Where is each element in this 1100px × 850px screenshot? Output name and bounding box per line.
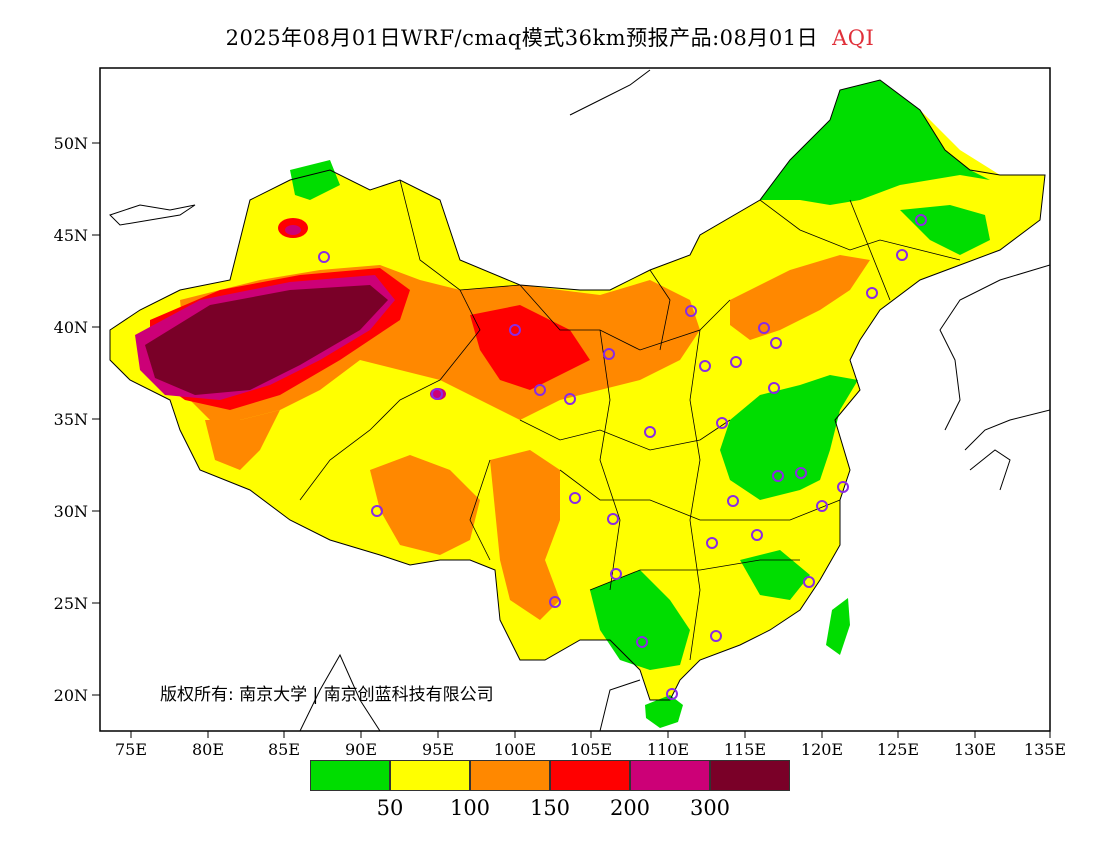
station-marker xyxy=(318,251,330,263)
station-marker xyxy=(685,305,697,317)
station-marker xyxy=(666,688,678,700)
lat-tick-marks xyxy=(92,142,100,696)
station-marker xyxy=(644,426,656,438)
station-marker xyxy=(636,636,648,648)
region-aqi-0-50-southeast xyxy=(740,550,810,600)
region-aqi-300-plus xyxy=(145,285,388,395)
lon-tick-label: 80E xyxy=(192,740,224,759)
region-aqi-200-300-north-core xyxy=(285,225,301,235)
station-marker xyxy=(915,214,927,226)
taiwan-island xyxy=(826,598,850,655)
station-markers xyxy=(318,214,927,700)
station-marker xyxy=(770,337,782,349)
hainan-island xyxy=(645,695,683,728)
lon-tick-label: 130E xyxy=(954,740,996,759)
station-marker xyxy=(603,348,615,360)
legend-swatch xyxy=(470,760,550,791)
station-marker xyxy=(607,513,619,525)
legend-label: 100 xyxy=(449,796,491,820)
region-aqi-100-150-sichuan xyxy=(490,450,560,620)
station-marker xyxy=(706,537,718,549)
station-marker xyxy=(795,467,807,479)
lat-tick-label: 20N xyxy=(54,686,88,705)
region-aqi-100-150-northchina xyxy=(730,255,870,340)
lat-tick-label: 30N xyxy=(54,502,88,521)
legend-swatch xyxy=(390,760,470,791)
legend-label: 50 xyxy=(376,796,404,820)
lat-tick-label: 45N xyxy=(54,226,88,245)
lon-tick-label: 75E xyxy=(115,740,147,759)
lon-tick-label: 115E xyxy=(724,740,766,759)
region-aqi-150-200-central xyxy=(470,305,590,390)
station-marker xyxy=(534,384,546,396)
station-marker xyxy=(816,500,828,512)
region-aqi-0-50-east xyxy=(720,375,858,500)
legend-swatch xyxy=(310,760,390,791)
legend-swatch xyxy=(550,760,630,791)
lon-tick-label: 105E xyxy=(570,740,612,759)
station-marker xyxy=(564,393,576,405)
lat-tick-label: 25N xyxy=(54,594,88,613)
station-marker xyxy=(866,287,878,299)
region-aqi-100-150-southwest xyxy=(205,410,280,470)
region-aqi-0-50-east-ne xyxy=(900,205,990,255)
lat-tick-label: 50N xyxy=(54,134,88,153)
legend-label: 200 xyxy=(609,796,651,820)
title-text: 2025年08月01日WRF/cmaq模式36km预报产品:08月01日 xyxy=(225,26,819,50)
station-marker xyxy=(727,495,739,507)
region-aqi-0-50-northeast xyxy=(760,80,990,205)
station-marker xyxy=(610,568,622,580)
station-marker xyxy=(699,360,711,372)
station-marker xyxy=(716,417,728,429)
lon-tick-label: 85E xyxy=(268,740,300,759)
lon-tick-label: 120E xyxy=(801,740,843,759)
lon-tick-label: 110E xyxy=(647,740,689,759)
station-marker xyxy=(509,324,521,336)
variable-label: AQI xyxy=(832,26,875,50)
station-marker xyxy=(758,322,770,334)
station-marker xyxy=(772,470,784,482)
region-aqi-0-50-northwest xyxy=(290,160,340,200)
station-marker xyxy=(837,481,849,493)
station-marker xyxy=(549,596,561,608)
lon-tick-label: 125E xyxy=(877,740,919,759)
coastlines xyxy=(109,69,1050,731)
lon-tick-label: 90E xyxy=(345,740,377,759)
lon-tick-label: 135E xyxy=(1024,740,1066,759)
lat-tick-label: 35N xyxy=(54,410,88,429)
legend-label: 150 xyxy=(529,796,571,820)
station-marker xyxy=(569,492,581,504)
lon-tick-label: 100E xyxy=(494,740,536,759)
station-marker xyxy=(751,529,763,541)
lat-tick-labels: 50N 45N 40N 35N 30N 25N 20N xyxy=(54,134,88,705)
lon-tick-marks xyxy=(130,731,1051,738)
station-marker xyxy=(371,505,383,517)
station-marker xyxy=(896,249,908,261)
lat-tick-label: 40N xyxy=(54,318,88,337)
station-marker xyxy=(803,576,815,588)
lon-tick-labels: 75E 80E 85E 90E 95E 100E 105E 110E 115E … xyxy=(115,740,1066,759)
station-marker xyxy=(710,630,722,642)
copyright-text: 版权所有: 南京大学 | 南京创蓝科技有限公司 xyxy=(160,685,494,705)
map-frame xyxy=(99,67,1051,732)
station-marker xyxy=(730,356,742,368)
legend-label: 300 xyxy=(689,796,731,820)
legend-swatch xyxy=(630,760,710,791)
map-title: 2025年08月01日WRF/cmaq模式36km预报产品:08月01日 AQI xyxy=(0,22,1100,52)
lon-tick-label: 95E xyxy=(422,740,454,759)
region-aqi-100-150-tibet xyxy=(370,455,480,555)
province-boundaries xyxy=(299,179,961,661)
station-marker xyxy=(768,382,780,394)
legend-swatch xyxy=(710,760,790,791)
map-fill-layer xyxy=(109,69,1050,731)
station-marker xyxy=(431,388,443,400)
